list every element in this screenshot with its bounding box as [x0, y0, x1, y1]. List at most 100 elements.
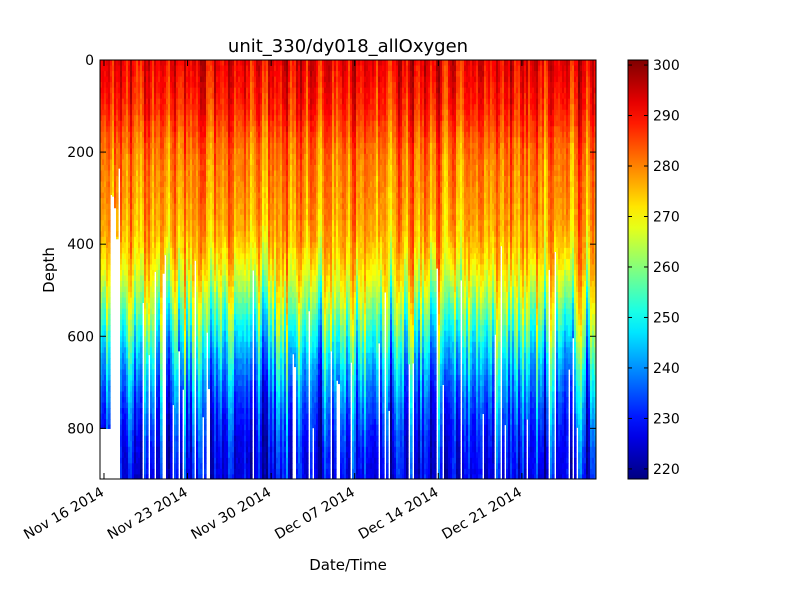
data-point — [122, 457, 125, 464]
data-point — [152, 303, 155, 310]
data-point — [144, 297, 147, 304]
data-point — [132, 419, 135, 426]
data-point — [126, 137, 129, 144]
data-point — [142, 264, 145, 271]
data-point — [108, 258, 111, 266]
data-point — [138, 457, 141, 464]
data-point — [152, 352, 155, 359]
data-point — [204, 452, 207, 459]
data-point — [110, 192, 113, 196]
data-point — [136, 408, 139, 415]
data-point — [110, 109, 113, 116]
data-point — [108, 181, 111, 188]
data-point — [104, 358, 107, 365]
data-point — [104, 82, 107, 89]
data-point — [104, 292, 107, 299]
data-point — [120, 424, 123, 431]
data-point — [144, 446, 147, 453]
data-point — [192, 391, 195, 398]
data-point — [124, 325, 127, 332]
data-point — [116, 225, 119, 232]
data-point — [152, 424, 155, 431]
data-point — [112, 87, 115, 94]
data-point — [126, 297, 129, 304]
data-point — [112, 76, 115, 83]
data-point — [106, 87, 109, 94]
data-point — [108, 98, 111, 105]
data-point — [122, 159, 125, 166]
data-point — [110, 142, 113, 150]
data-point — [104, 419, 107, 426]
data-point — [138, 242, 141, 249]
data-point — [142, 192, 145, 199]
data-point — [120, 452, 123, 459]
data-point — [100, 281, 103, 288]
profile-column — [130, 60, 133, 479]
data-point — [144, 358, 147, 365]
data-point — [130, 430, 133, 437]
data-point — [112, 60, 115, 67]
data-point — [106, 170, 109, 177]
data-point — [126, 60, 129, 67]
data-point — [138, 214, 141, 221]
data-point — [144, 336, 147, 343]
data-point — [128, 236, 131, 243]
data-point — [128, 336, 131, 343]
data-point — [116, 76, 119, 83]
data-point — [102, 98, 105, 105]
data-point — [114, 137, 117, 144]
data-point — [116, 214, 119, 221]
data-point — [192, 363, 195, 371]
data-point — [128, 65, 131, 72]
data-point — [126, 120, 129, 127]
data-point — [160, 397, 163, 404]
data-point — [144, 369, 147, 376]
data-point — [104, 187, 107, 194]
data-point — [140, 308, 143, 315]
data-point — [102, 131, 105, 138]
data-point — [114, 192, 117, 199]
data-point — [146, 109, 149, 116]
data-point — [124, 402, 127, 409]
data-point — [134, 87, 137, 94]
data-point — [136, 236, 139, 243]
data-point — [170, 435, 173, 442]
data-point — [146, 435, 149, 442]
data-point — [162, 264, 165, 271]
data-point — [128, 247, 131, 254]
data-point — [160, 463, 163, 470]
data-point — [100, 363, 103, 371]
data-point — [110, 153, 113, 161]
data-point — [142, 104, 145, 111]
data-point — [152, 275, 155, 282]
data-point — [138, 164, 141, 172]
data-point — [142, 247, 145, 254]
data-point — [170, 463, 173, 470]
data-point — [136, 131, 139, 138]
data-point — [102, 363, 105, 371]
data-point — [134, 314, 137, 321]
data-point — [146, 60, 149, 67]
data-point — [122, 148, 125, 155]
data-point — [126, 225, 129, 232]
data-point — [146, 452, 149, 459]
data-point — [122, 242, 125, 249]
data-point — [100, 187, 103, 194]
data-point — [130, 413, 133, 420]
data-point — [104, 258, 107, 266]
data-point — [108, 391, 111, 398]
data-point — [134, 120, 137, 127]
data-point — [140, 242, 143, 249]
data-point — [116, 98, 119, 105]
data-point — [114, 60, 117, 67]
data-point — [128, 258, 131, 266]
data-point — [118, 65, 121, 72]
data-point — [128, 104, 131, 111]
data-point — [116, 209, 119, 216]
data-point — [160, 408, 163, 415]
data-point — [100, 269, 103, 277]
data-point — [138, 258, 141, 266]
profile-column — [138, 60, 141, 479]
data-point — [108, 303, 111, 310]
data-point — [120, 76, 123, 83]
